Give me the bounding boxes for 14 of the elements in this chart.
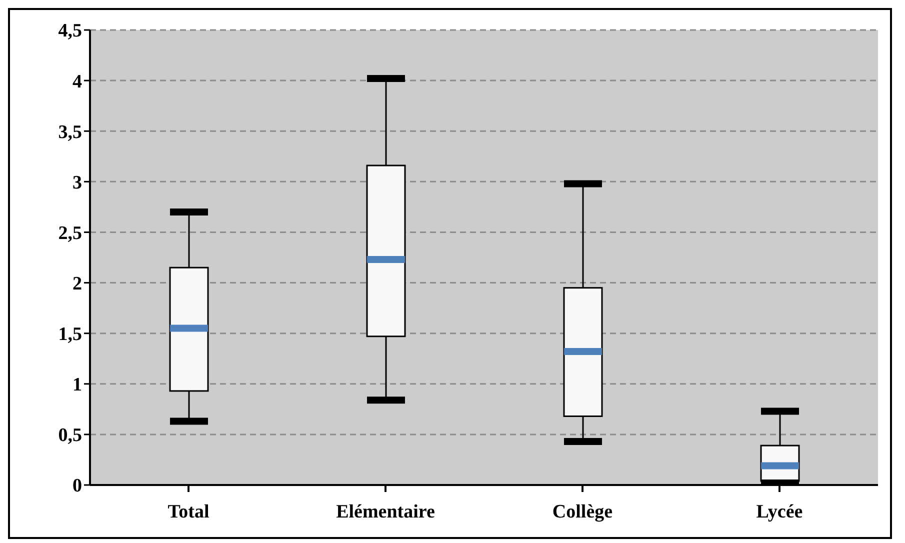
y-tick-label: 3,5 (58, 122, 82, 143)
x-tick-label: Lycée (756, 501, 803, 522)
y-tick-label: 1 (72, 374, 82, 396)
y-tick-label: 1,5 (58, 324, 82, 346)
x-tick-label: Elémentaire (336, 501, 435, 522)
y-tick-label: 4,5 (58, 20, 82, 42)
y-tick-label: 4 (72, 71, 82, 92)
y-tick-label: 0 (72, 476, 82, 497)
y-tick-label: 2 (72, 274, 82, 295)
x-tick-label: Total (168, 501, 210, 522)
y-tick-label: 2,5 (58, 222, 82, 244)
y-tick-label: 3 (72, 172, 82, 194)
x-tick-label: Collège (552, 501, 613, 522)
y-tick-label: 0,5 (58, 425, 82, 446)
